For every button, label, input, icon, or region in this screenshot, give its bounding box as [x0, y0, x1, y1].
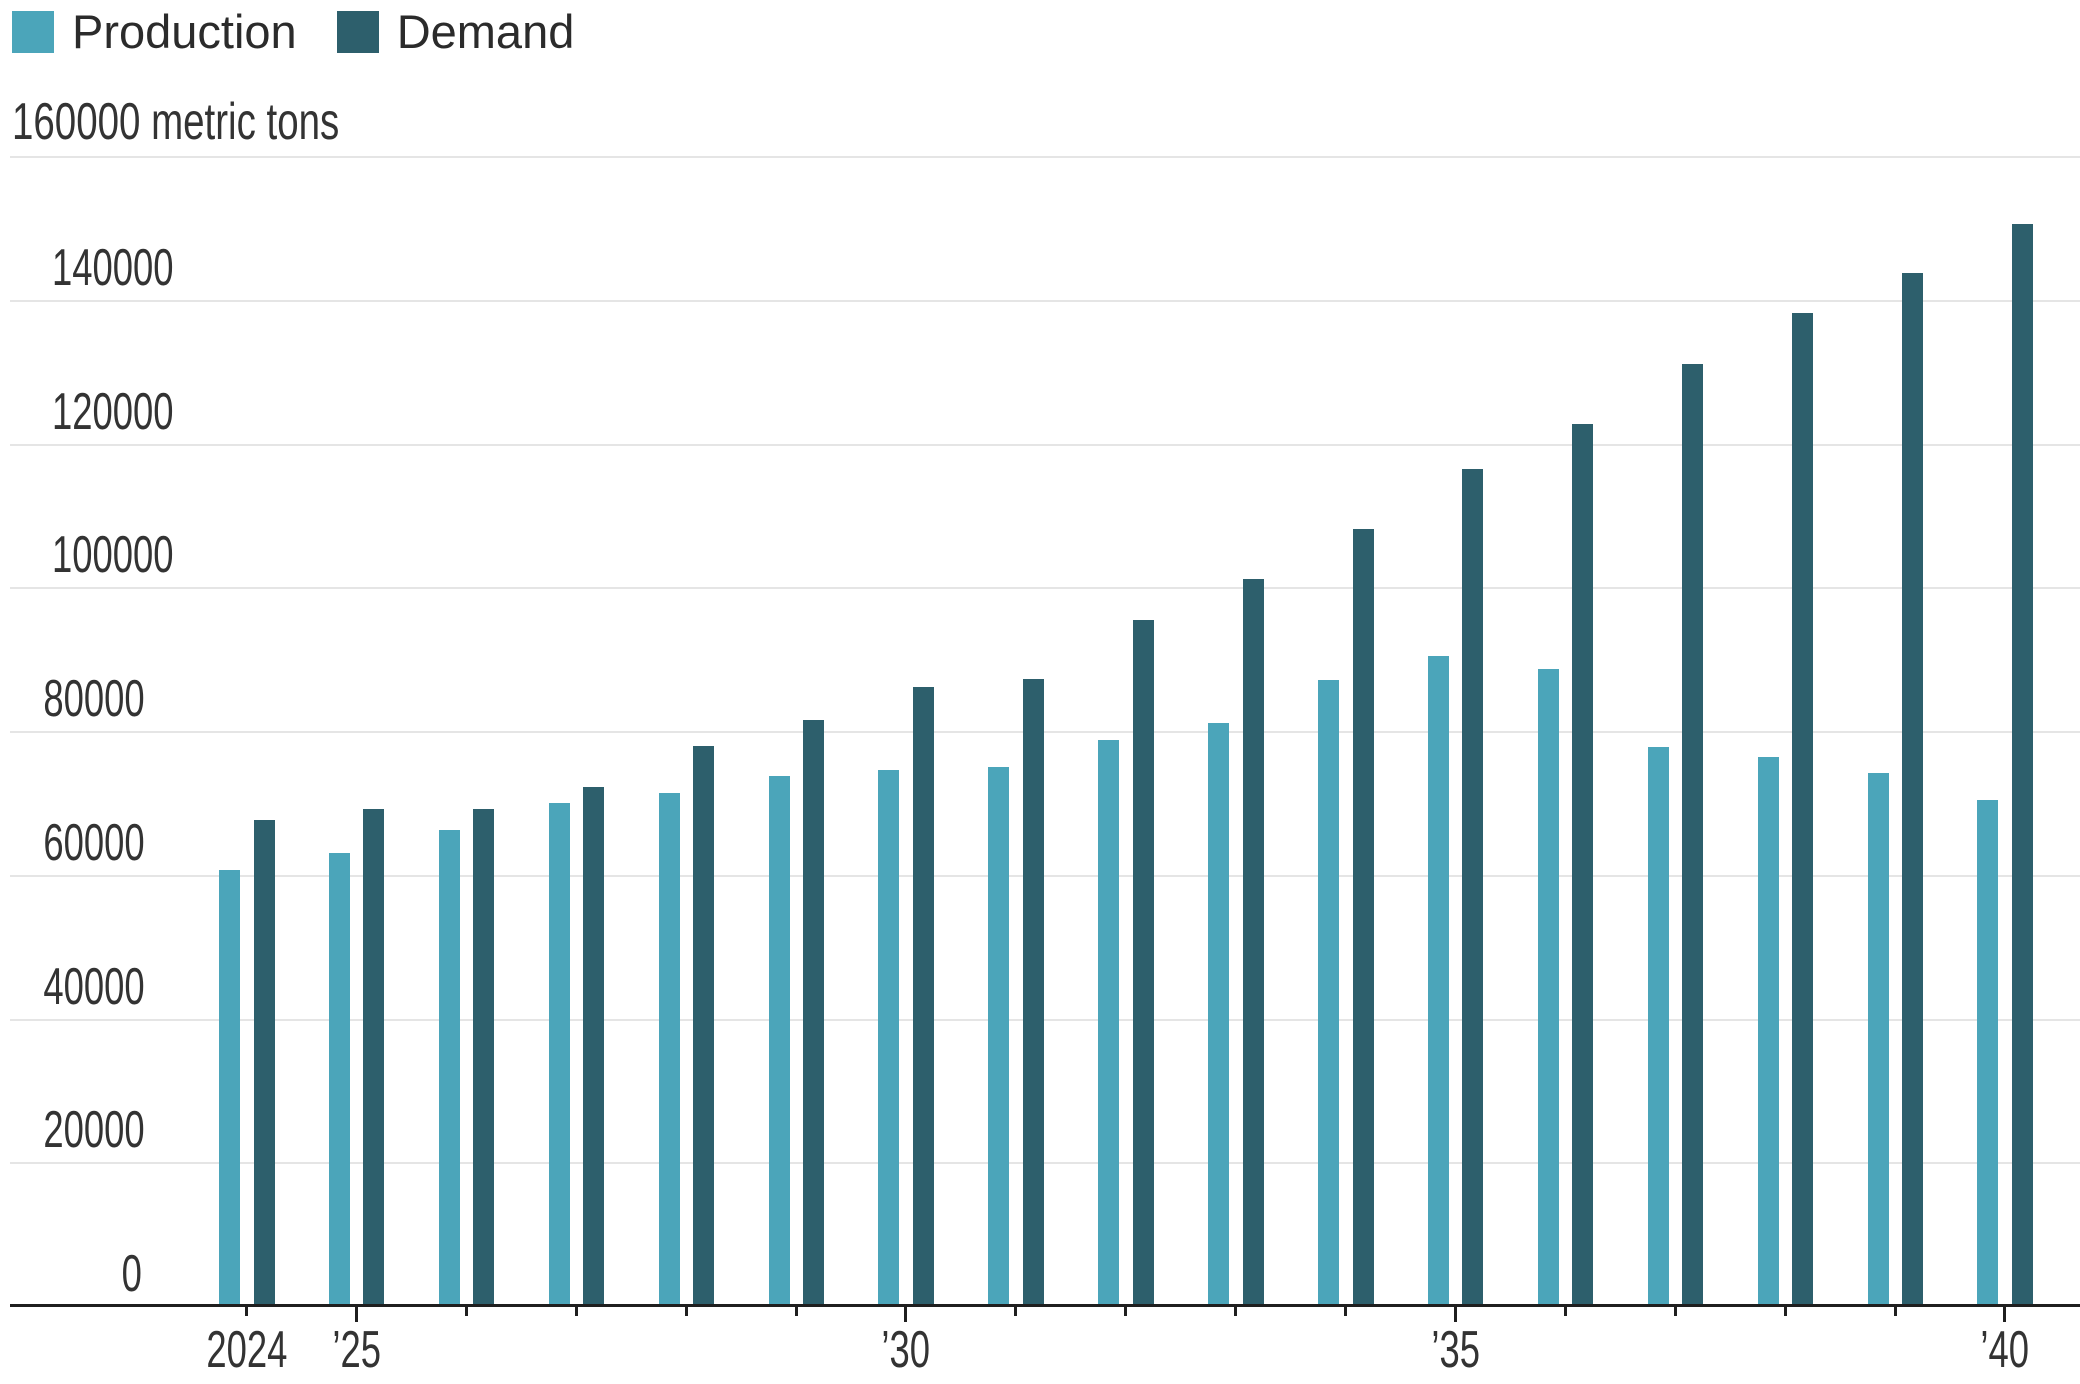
- bar-production-2027[interactable]: [548, 803, 570, 1304]
- y-axis-tick-label-text: 80000: [43, 670, 145, 728]
- y-axis-tick-label: 60000: [0, 814, 145, 872]
- x-axis-tick-2033: [1234, 1307, 1238, 1316]
- x-axis-tick-2026: [464, 1307, 468, 1316]
- bar-demand-2039[interactable]: [1902, 273, 1923, 1304]
- bar-production-2028[interactable]: [658, 793, 680, 1304]
- bar-production-2031[interactable]: [988, 767, 1010, 1304]
- x-axis-label-text: ’30: [881, 1321, 931, 1379]
- bar-production-2029[interactable]: [768, 776, 790, 1304]
- bar-production-2025[interactable]: [328, 853, 350, 1304]
- y-axis-tick-label: 0: [0, 1248, 142, 1300]
- bar-production-2038[interactable]: [1757, 757, 1779, 1304]
- bar-production-2030[interactable]: [878, 770, 900, 1304]
- bar-demand-2031[interactable]: [1022, 679, 1044, 1304]
- y-axis-unit-label: 160000 metric tons: [12, 93, 340, 151]
- y-axis-tick-label: 40000: [0, 958, 145, 1016]
- bar-demand-2036[interactable]: [1572, 424, 1594, 1304]
- bar-production-2037[interactable]: [1647, 747, 1669, 1304]
- x-axis-tick-2039: [1893, 1307, 1897, 1316]
- bar-production-2026[interactable]: [438, 830, 460, 1304]
- bar-production-2036[interactable]: [1537, 669, 1559, 1304]
- x-axis-tick-2040: [2003, 1307, 2007, 1322]
- gridline: [10, 1162, 2080, 1164]
- bar-production-2039[interactable]: [1867, 773, 1889, 1304]
- bar-demand-2026[interactable]: [473, 809, 495, 1304]
- bar-production-2034[interactable]: [1318, 680, 1339, 1304]
- legend-item-production: Production: [12, 8, 297, 55]
- x-axis-tick-2024: [245, 1307, 248, 1316]
- x-axis-label-text: 2024: [206, 1321, 287, 1379]
- x-axis-tick-2031: [1014, 1307, 1018, 1316]
- legend: Production Demand: [12, 8, 574, 55]
- bar-demand-2028[interactable]: [693, 746, 715, 1304]
- bar-demand-2025[interactable]: [363, 809, 385, 1304]
- x-axis-tick-2035: [1453, 1307, 1457, 1322]
- bar-demand-2032[interactable]: [1132, 620, 1154, 1304]
- x-axis-label-text: ’25: [332, 1321, 381, 1379]
- y-axis-tick-label: 140000: [0, 242, 173, 294]
- legend-swatch-production-icon: [12, 10, 54, 53]
- y-axis-tick-label-text: 100000: [52, 526, 174, 584]
- x-axis-label-2040: ’40: [1895, 1322, 2080, 1378]
- x-axis-tick-2029: [794, 1307, 798, 1316]
- y-axis-tick-label-text: 0: [121, 1245, 142, 1303]
- x-axis-tick-2032: [1124, 1307, 1128, 1316]
- legend-item-demand: Demand: [336, 5, 575, 58]
- bar-demand-2027[interactable]: [583, 787, 605, 1304]
- bar-demand-2034[interactable]: [1352, 529, 1374, 1304]
- y-axis-tick-label: 120000: [0, 386, 173, 438]
- gridline: [10, 300, 2080, 302]
- bar-production-2033[interactable]: [1208, 723, 1230, 1304]
- bar-demand-2029[interactable]: [803, 720, 824, 1304]
- legend-swatch-demand-icon: [336, 10, 379, 53]
- bar-demand-2037[interactable]: [1682, 364, 1704, 1304]
- x-axis-tick-2027: [574, 1307, 578, 1316]
- y-axis-tick-label: 20000: [0, 1101, 145, 1159]
- y-axis-tick-label-text: 140000: [52, 239, 174, 297]
- bar-production-2024[interactable]: [219, 870, 240, 1304]
- y-axis-tick-label-text: 60000: [43, 814, 145, 872]
- bar-demand-2038[interactable]: [1792, 313, 1814, 1304]
- x-axis-line: [10, 1304, 2080, 1307]
- gridline: [10, 875, 2080, 877]
- y-axis-tick-label: 100000: [0, 529, 173, 581]
- gridline: [10, 444, 2080, 446]
- x-axis-label-2035: ’35: [1345, 1322, 1565, 1378]
- x-axis-tick-2036: [1563, 1307, 1567, 1316]
- x-axis-label-2024: 2024: [137, 1322, 357, 1378]
- x-axis-tick-2030: [904, 1307, 908, 1322]
- y-axis-tick-label-text: 20000: [43, 1101, 145, 1159]
- gridline: [10, 587, 2080, 589]
- y-axis-tick-label-text: 120000: [52, 383, 174, 441]
- legend-label: Demand: [396, 5, 575, 58]
- x-axis-label-2025: ’25: [246, 1322, 466, 1378]
- x-axis-tick-2034: [1344, 1307, 1347, 1316]
- x-axis-label-text: ’35: [1431, 1321, 1480, 1379]
- bar-demand-2040[interactable]: [2011, 224, 2033, 1304]
- x-axis-tick-2038: [1783, 1307, 1787, 1316]
- bar-production-2032[interactable]: [1098, 740, 1120, 1304]
- legend-label: Production: [72, 5, 297, 58]
- gridline: [10, 156, 2080, 158]
- bar-demand-2030[interactable]: [912, 687, 934, 1304]
- gridline: [10, 731, 2080, 733]
- bar-production-2035[interactable]: [1427, 656, 1449, 1304]
- x-axis-tick-2028: [684, 1307, 688, 1316]
- gridline: [10, 1019, 2080, 1021]
- x-axis-label-2030: ’30: [796, 1322, 1016, 1378]
- y-axis-tick-label-text: 40000: [43, 958, 145, 1016]
- x-axis-tick-2037: [1673, 1307, 1677, 1316]
- bar-production-2040[interactable]: [1977, 800, 1999, 1304]
- x-axis-label-text: ’40: [1980, 1321, 2030, 1379]
- bar-demand-2035[interactable]: [1462, 469, 1484, 1304]
- bar-demand-2033[interactable]: [1242, 579, 1264, 1304]
- bar-demand-2024[interactable]: [253, 820, 275, 1304]
- x-axis-tick-2025: [354, 1307, 358, 1322]
- y-axis-tick-label: 80000: [0, 670, 145, 728]
